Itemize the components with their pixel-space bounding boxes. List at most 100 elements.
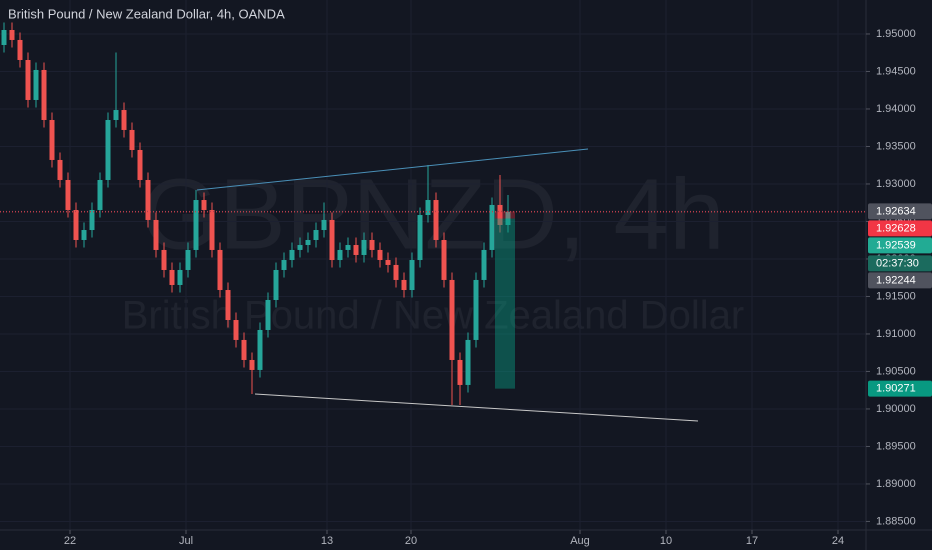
y-tick-label: 1.93000 <box>876 178 916 190</box>
candle-body <box>337 249 343 261</box>
x-tick-label: Jul <box>179 535 193 547</box>
candle-body <box>505 211 511 225</box>
candle-body <box>169 269 175 285</box>
price-badge: 1.92634 <box>868 203 932 220</box>
candle-body <box>1 29 7 45</box>
candle-body <box>217 249 223 291</box>
y-tick-label: 1.95000 <box>876 28 916 40</box>
candle-body <box>409 260 415 291</box>
candle-body <box>313 230 319 240</box>
candle-body <box>369 239 375 250</box>
candle-body <box>65 179 71 210</box>
trend-line <box>254 393 699 422</box>
candle-body <box>361 239 367 255</box>
candle-body <box>81 230 87 240</box>
y-tick-label: 1.91500 <box>876 290 916 302</box>
countdown-badge: 02:37:30 <box>868 255 932 272</box>
candle-body <box>289 249 295 261</box>
candle-body <box>273 269 279 300</box>
x-tick-label: 24 <box>832 535 844 547</box>
candle-body <box>265 299 271 330</box>
candle-body <box>201 200 207 210</box>
candle-body <box>33 69 39 100</box>
countdown-badge-label: 02:37:30 <box>876 257 919 269</box>
candle-body <box>241 339 247 360</box>
candle-body <box>305 239 311 246</box>
candle-body <box>257 329 263 370</box>
y-tick-label: 1.89000 <box>876 478 916 490</box>
candle-body <box>233 320 239 340</box>
candle-body <box>17 39 23 60</box>
y-tick-label: 1.91000 <box>876 328 916 340</box>
candle-body <box>57 159 63 180</box>
x-tick-label: 20 <box>405 535 417 547</box>
candle-body <box>209 209 215 250</box>
y-tick-label: 1.94500 <box>876 65 916 77</box>
x-tick-label: 13 <box>321 535 333 547</box>
candle-body <box>481 249 487 280</box>
price-badge-label: 1.92634 <box>876 205 916 217</box>
price-badge-bg <box>868 220 932 237</box>
x-tick-label: 10 <box>660 535 672 547</box>
candle-body <box>297 245 303 250</box>
candle-body <box>457 359 463 385</box>
price-badge: 1.92244 <box>868 272 932 289</box>
candle-body <box>193 200 199 250</box>
candle-body <box>345 245 351 250</box>
candle-body <box>153 219 159 250</box>
y-tick-label: 1.93500 <box>876 140 916 152</box>
y-tick-label: 1.94000 <box>876 103 916 115</box>
candle-body <box>41 69 47 120</box>
candle-body <box>113 110 119 120</box>
candle-body <box>177 269 183 285</box>
candle-body <box>433 200 439 240</box>
candle-body <box>161 249 167 270</box>
candle-body <box>225 290 231 321</box>
candle-body <box>329 219 335 261</box>
candle-body <box>385 260 391 265</box>
position-stop-zone <box>495 211 515 219</box>
price-badge-bg <box>868 237 932 254</box>
candle-body <box>105 119 111 180</box>
x-tick-label: Aug <box>570 535 590 547</box>
candle-body <box>441 239 447 280</box>
candle-body <box>9 29 15 40</box>
price-badge-label: 1.90271 <box>876 383 916 395</box>
candle-body <box>353 245 359 255</box>
price-badge: 1.90271 <box>868 380 932 397</box>
plot <box>0 22 866 422</box>
candle-body <box>49 119 55 160</box>
countdown-badge-bg <box>868 255 932 272</box>
x-tick-label: 22 <box>64 535 76 547</box>
candle-body <box>73 209 79 240</box>
y-tick-label: 1.90000 <box>876 403 916 415</box>
candle-body <box>185 249 191 270</box>
candle-body <box>489 204 495 250</box>
price-badge: 1.92539 <box>868 237 932 254</box>
price-badge-label: 1.92539 <box>876 239 916 251</box>
price-badge: 1.92628 <box>868 220 932 237</box>
candle-body <box>473 279 479 340</box>
axes: 1.95000 1.94500 1.94000 1.93500 1.93000 1.925… <box>64 28 932 547</box>
price-badge-bg <box>868 203 932 220</box>
y-tick-label: 1.90500 <box>876 365 916 377</box>
watermark-symbol: GBPNZD, 4h <box>141 158 725 270</box>
candle-body <box>465 339 471 385</box>
candle-body <box>249 359 255 370</box>
candle-body <box>281 260 287 270</box>
y-tick-label: 1.89500 <box>876 440 916 452</box>
candle-body <box>89 209 95 231</box>
candle-body <box>393 264 399 280</box>
candle-body <box>377 249 383 261</box>
price-badge-bg <box>868 380 932 397</box>
price-badge-label: 1.92244 <box>876 274 916 286</box>
candle-body <box>137 149 143 180</box>
y-tick-label: 1.88500 <box>876 515 916 527</box>
price-badge-label: 1.92628 <box>876 222 916 234</box>
candle-body <box>145 179 151 220</box>
candle-body <box>449 279 455 360</box>
candle-body <box>417 215 423 261</box>
price-badge-bg <box>868 272 932 289</box>
